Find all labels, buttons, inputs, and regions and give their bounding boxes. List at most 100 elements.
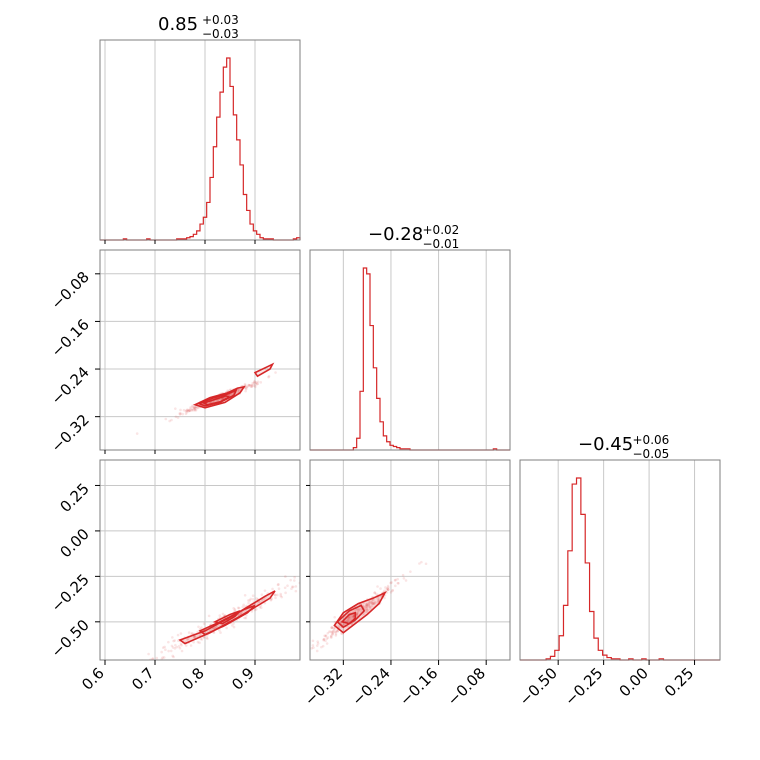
pair-1-sample-point-234 bbox=[179, 642, 183, 646]
pair-1-sample-point-87 bbox=[312, 579, 315, 582]
hist-panel-0: 0.85 +0.03−0.03 bbox=[99, 13, 301, 241]
pair-1-sample-point-196 bbox=[239, 611, 243, 615]
pair-1-sample-point-115 bbox=[143, 660, 146, 663]
pair-2-sample-point-201 bbox=[366, 608, 370, 612]
pair-2-sample-point-111 bbox=[328, 630, 331, 633]
pair-2-contour-2 bbox=[340, 611, 357, 625]
pair-0-sample-point-151 bbox=[184, 409, 188, 413]
pair-2-sample-point-223 bbox=[311, 639, 315, 643]
pair-2-sample-point-119 bbox=[418, 562, 421, 565]
hist-2-title-plus: +0.06 bbox=[633, 433, 670, 447]
pair-1-sample-point-58 bbox=[164, 648, 167, 652]
xaxis-0-tick-label-0: 0.6 bbox=[78, 664, 108, 694]
yaxis-1-tick-label-0: −0.32 bbox=[48, 411, 93, 456]
pair-1-sample-point-49 bbox=[274, 593, 277, 597]
pair-2-sample-point-18 bbox=[322, 638, 326, 641]
pair-1-sample-point-229 bbox=[255, 607, 258, 611]
pair-1-sample-point-177 bbox=[171, 636, 174, 639]
pair-1-sample-point-122 bbox=[243, 593, 247, 597]
pair-0-sample-point-240 bbox=[164, 417, 168, 421]
pair-0-sample-point-78 bbox=[194, 405, 197, 409]
pair-0-sample-point-127 bbox=[252, 384, 256, 387]
pair-2-sample-point-149 bbox=[389, 591, 393, 594]
pair-2-sample-point-188 bbox=[364, 608, 368, 612]
pair-1-sample-point-189 bbox=[125, 670, 128, 673]
pair-0-sample-point-163 bbox=[244, 387, 248, 391]
xaxis-2-tick-label-0: −0.50 bbox=[516, 664, 561, 709]
pair-0-sample-point-75 bbox=[250, 383, 254, 387]
hist-1-frame bbox=[309, 249, 511, 451]
pair-2-sample-point-74 bbox=[367, 601, 371, 605]
pair-panel-0-2 bbox=[99, 459, 333, 673]
pair-1-sample-point-84 bbox=[232, 606, 235, 610]
pair-1-sample-point-255 bbox=[233, 608, 237, 611]
pair-2-sample-point-230 bbox=[335, 629, 339, 632]
pair-0-sample-point-238 bbox=[251, 381, 254, 385]
pair-1-sample-point-112 bbox=[293, 576, 296, 579]
pair-1-sample-point-147 bbox=[330, 555, 333, 558]
pair-2-sample-point-72 bbox=[367, 603, 371, 607]
pair-2-sample-point-182 bbox=[385, 588, 389, 591]
pair-0-sample-point-7 bbox=[250, 385, 254, 389]
pair-2-sample-point-82 bbox=[347, 616, 350, 620]
pair-2-sample-point-232 bbox=[386, 588, 390, 591]
pair-2-sample-point-227 bbox=[362, 605, 366, 608]
pair-0-sample-point-254 bbox=[267, 374, 271, 378]
pair-1-sample-point-231 bbox=[202, 622, 206, 625]
pair-1-sample-point-72 bbox=[167, 640, 170, 644]
hist-2-title-minus: −0.05 bbox=[633, 447, 670, 461]
pair-2-sample-point-95 bbox=[384, 586, 387, 589]
pair-2-sample-point-144 bbox=[315, 644, 319, 647]
pair-0-sample-point-177 bbox=[196, 406, 199, 410]
pair-0-sample-point-246 bbox=[226, 389, 229, 393]
yaxis-1-tick-label-3: −0.08 bbox=[48, 268, 93, 313]
pair-2-sample-point-70 bbox=[386, 586, 389, 590]
pair-2-sample-point-94 bbox=[363, 606, 366, 609]
xaxis-2-tick-label-2: 0.00 bbox=[616, 664, 652, 700]
pair-2-sample-point-192 bbox=[334, 630, 337, 634]
pair-0-sample-point-251 bbox=[259, 381, 263, 384]
pair-1-sample-point-113 bbox=[279, 594, 283, 598]
pair-0-sample-point-72 bbox=[244, 384, 247, 387]
pair-0-sample-point-179 bbox=[174, 407, 177, 410]
hist-1-title-minus: −0.01 bbox=[423, 237, 460, 251]
pair-2-sample-point-23 bbox=[424, 562, 428, 566]
pair-1-sample-point-129 bbox=[263, 589, 267, 592]
pair-1-sample-point-249 bbox=[167, 649, 170, 653]
pair-1-sample-point-166 bbox=[130, 669, 133, 672]
pair-2-sample-point-248 bbox=[332, 626, 336, 630]
pair-0-sample-point-87 bbox=[168, 419, 171, 423]
yaxis-1-tick-label-1: −0.24 bbox=[48, 363, 93, 408]
pair-2-sample-point-150 bbox=[396, 581, 400, 585]
pair-1-sample-point-170 bbox=[243, 616, 246, 620]
pair-1-sample-point-103 bbox=[147, 652, 150, 656]
pair-2-sample-point-122 bbox=[368, 605, 371, 609]
pair-1-sample-point-30 bbox=[242, 603, 245, 607]
pair-0-sample-point-237 bbox=[255, 381, 258, 384]
pair-0-sample-point-253 bbox=[254, 381, 258, 384]
pair-2-sample-point-139 bbox=[347, 615, 351, 619]
pair-2-sample-point-250 bbox=[339, 631, 343, 635]
pair-1-sample-point-139 bbox=[199, 637, 203, 641]
pair-0-sample-point-187 bbox=[182, 408, 186, 412]
pair-2-sample-point-106 bbox=[333, 615, 336, 619]
pair-1-sample-point-200 bbox=[219, 631, 222, 634]
pair-0-sample-point-42 bbox=[193, 408, 197, 412]
pair-0-sample-point-218 bbox=[190, 408, 194, 412]
pair-1-sample-point-188 bbox=[160, 657, 164, 660]
pair-1-sample-point-198 bbox=[221, 612, 225, 616]
pair-2-sample-point-81 bbox=[304, 650, 307, 653]
pair-1-sample-point-222 bbox=[293, 579, 296, 582]
pair-1-sample-point-228 bbox=[245, 614, 248, 617]
pair-2-sample-point-253 bbox=[334, 632, 338, 636]
xaxis-1-tick-label-2: −0.16 bbox=[396, 664, 441, 709]
pair-0-sample-point-97 bbox=[135, 432, 139, 435]
pair-0-sample-point-249 bbox=[216, 399, 219, 402]
pair-2-sample-point-38 bbox=[348, 616, 351, 620]
pair-2-sample-point-174 bbox=[397, 582, 400, 585]
pair-2-sample-point-236 bbox=[364, 605, 368, 608]
pair-1-sample-point-201 bbox=[162, 656, 166, 659]
pair-0-sample-point-234 bbox=[248, 383, 251, 387]
pair-2-sample-point-12 bbox=[321, 644, 325, 648]
hist-2-title-median: −0.45 bbox=[578, 434, 633, 455]
